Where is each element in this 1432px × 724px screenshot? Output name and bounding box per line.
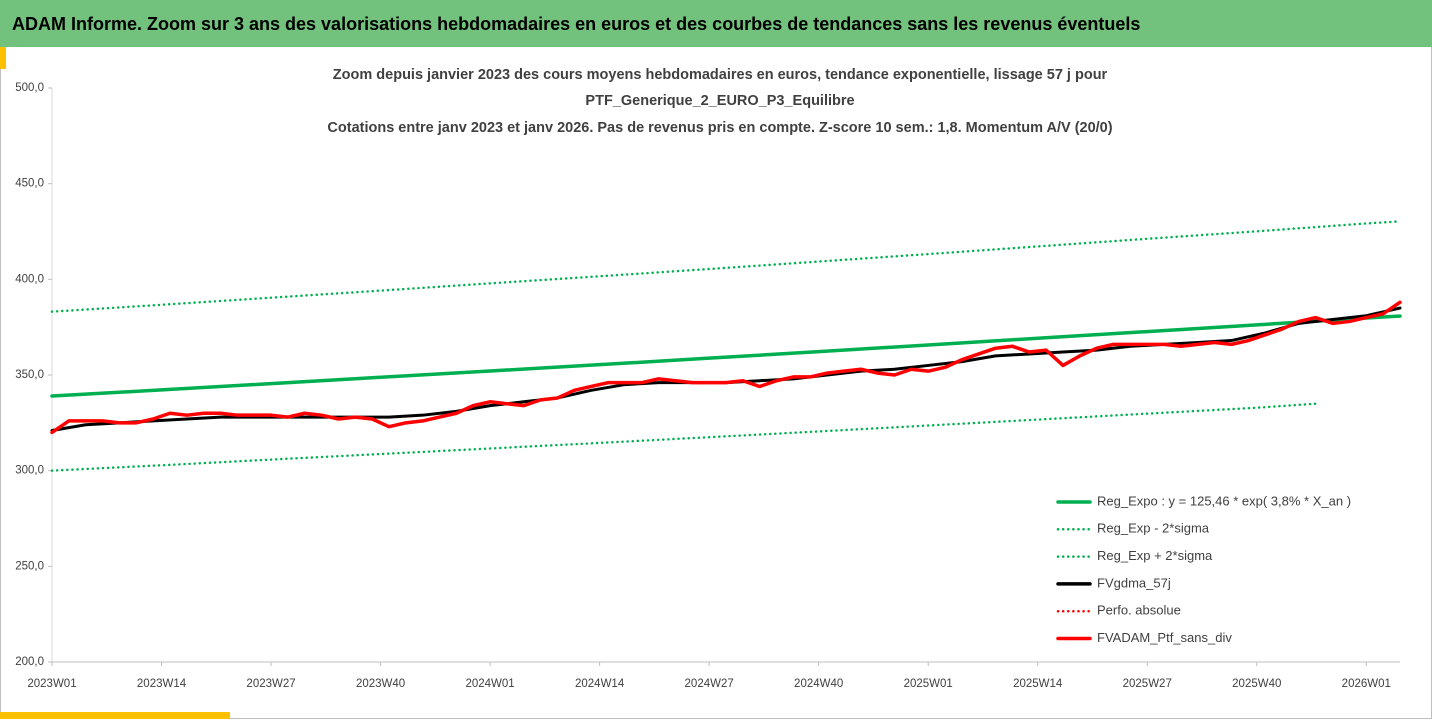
x-tick-label: 2023W27 [246, 678, 295, 690]
legend-label: Reg_Exp + 2*sigma [1097, 548, 1213, 563]
chart-title: Zoom depuis janvier 2023 des cours moyen… [333, 67, 1108, 83]
x-tick-label: 2024W40 [794, 678, 843, 690]
y-tick-label: 450,0 [15, 178, 44, 190]
x-tick-label: 2024W27 [685, 678, 734, 690]
header-bar [0, 0, 1432, 47]
header-title: ADAM Informe. Zoom sur 3 ans des valoris… [12, 14, 1140, 34]
x-tick-label: 2023W40 [356, 678, 405, 690]
x-tick-label: 2025W14 [1013, 678, 1063, 690]
x-tick-label: 2025W27 [1123, 678, 1172, 690]
x-tick-label: 2025W01 [904, 678, 953, 690]
legend-label: Perfo. absolue [1097, 603, 1181, 618]
x-tick-label: 2024W14 [575, 678, 625, 690]
y-tick-label: 350,0 [15, 369, 44, 381]
y-tick-label: 250,0 [15, 560, 44, 572]
legend-label: FVADAM_Ptf_sans_div [1097, 630, 1232, 645]
x-tick-label: 2026W01 [1342, 678, 1391, 690]
y-tick-label: 200,0 [15, 656, 44, 668]
y-tick-label: 300,0 [15, 465, 44, 477]
x-tick-label: 2024W01 [465, 678, 514, 690]
series-line [50, 220, 1402, 313]
series-line [50, 300, 1402, 435]
series-line [50, 314, 1402, 398]
legend-label: FVgdma_57j [1097, 575, 1171, 590]
series-line [50, 402, 1317, 472]
x-tick-label: 2023W01 [27, 678, 76, 690]
chart-title: Cotations entre janv 2023 et janv 2026. … [327, 120, 1112, 136]
legend-label: Reg_Expo : y = 125,46 * exp( 3,8% * X_an… [1097, 493, 1351, 508]
accent [0, 712, 230, 719]
x-tick-label: 2023W14 [137, 678, 187, 690]
x-tick-label: 2025W40 [1232, 678, 1281, 690]
legend-label: Reg_Exp - 2*sigma [1097, 521, 1210, 536]
chart-title: PTF_Generique_2_EURO_P3_Equilibre [585, 93, 854, 109]
accent [0, 47, 6, 69]
y-tick-label: 400,0 [15, 273, 44, 285]
y-tick-label: 500,0 [15, 82, 44, 94]
